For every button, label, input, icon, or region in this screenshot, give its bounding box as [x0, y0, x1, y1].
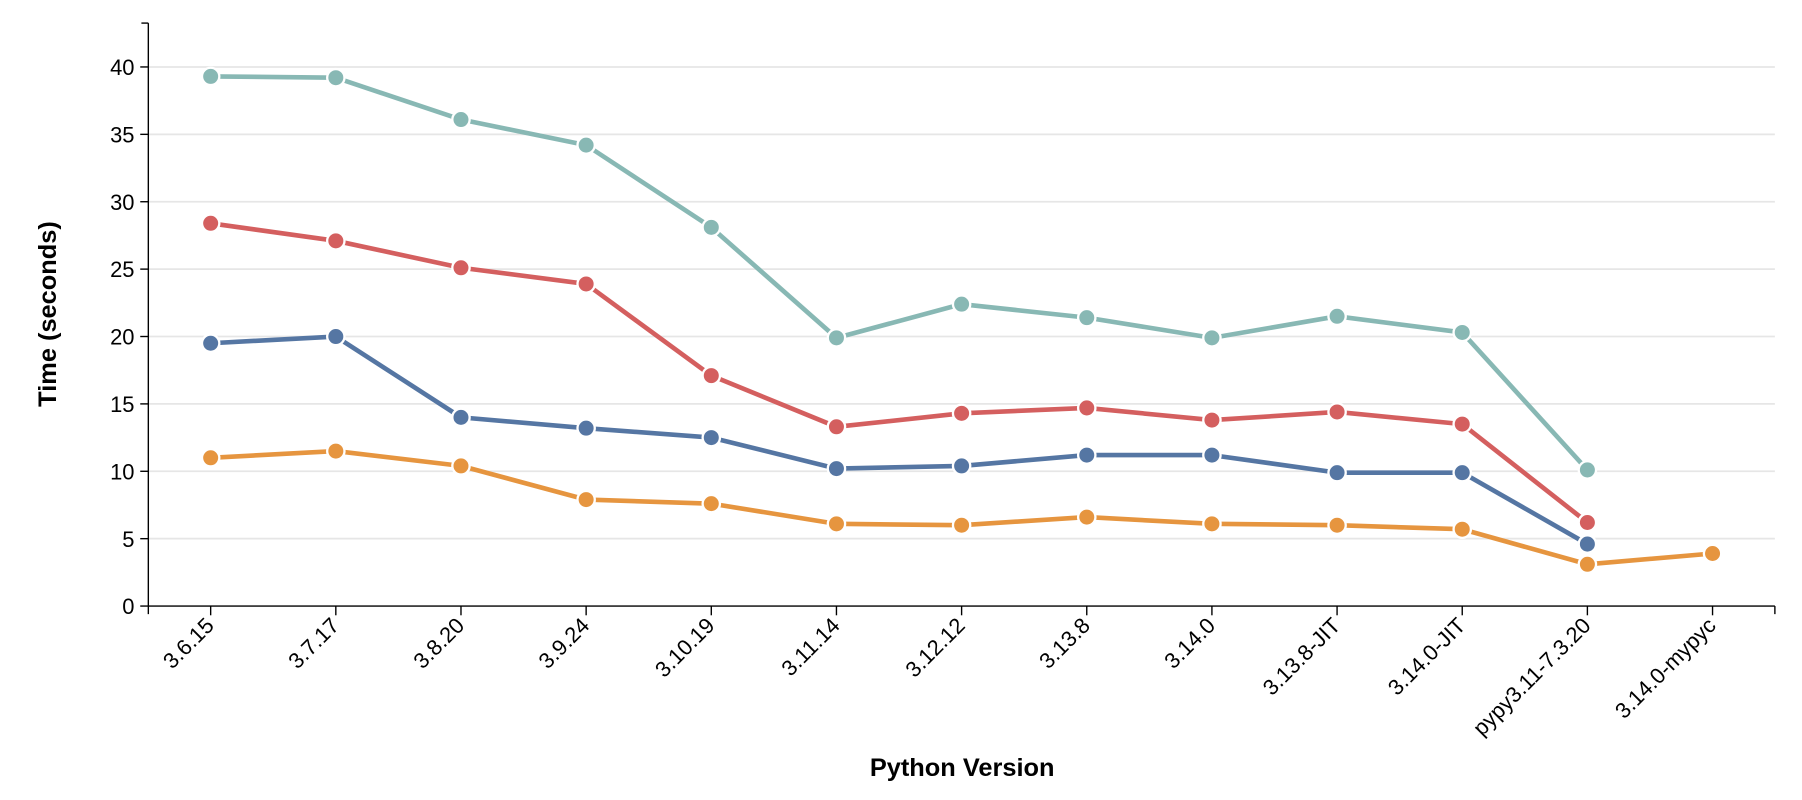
x-tick-label: 3.12.12	[900, 613, 969, 682]
data-point	[1076, 507, 1097, 527]
data-point	[451, 257, 471, 278]
data-point	[200, 333, 221, 354]
data-point	[1202, 410, 1222, 430]
data-point	[826, 514, 847, 534]
data-point	[1327, 515, 1347, 536]
data-point	[826, 416, 847, 437]
data-point	[826, 458, 847, 479]
data-point	[1452, 519, 1473, 540]
y-tick-label: 30	[110, 190, 134, 215]
series-group	[200, 66, 1723, 575]
data-point	[1452, 462, 1473, 483]
y-axis-title: Time (seconds)	[34, 221, 62, 407]
data-point	[576, 274, 596, 294]
data-point	[451, 407, 471, 428]
data-point	[1327, 462, 1347, 483]
data-point	[451, 109, 471, 130]
series-line	[210, 221, 1589, 525]
data-point	[701, 493, 722, 514]
data-point	[951, 403, 972, 424]
y-tick-label: 15	[110, 392, 134, 417]
data-point	[1577, 554, 1598, 575]
x-tick-label: 3.14.0	[1159, 613, 1220, 674]
data-point	[1202, 445, 1222, 465]
data-point	[1702, 543, 1723, 564]
series-0	[200, 66, 1598, 480]
series-2	[200, 326, 1598, 554]
series-line	[210, 334, 1589, 547]
x-tick-label: 3.14.0-JIT	[1383, 613, 1470, 700]
data-point	[1076, 445, 1097, 465]
x-tick-label: 3.10.19	[650, 613, 719, 682]
data-point	[576, 135, 596, 155]
series-3	[200, 441, 1723, 575]
y-tick-label: 0	[122, 594, 134, 619]
x-tick-label: 3.6.15	[158, 613, 219, 674]
y-tick-label: 5	[122, 527, 134, 552]
data-point	[1577, 460, 1598, 480]
y-tick-label: 10	[110, 459, 134, 484]
data-point	[701, 365, 722, 386]
x-tick-label: 3.13.8	[1034, 613, 1095, 674]
y-axis: 0 5 10 15 20 25 30 35 40	[110, 22, 150, 619]
x-tick-label: pypy3.11-7.3.20	[1468, 613, 1596, 741]
x-tick-label: 3.11.14	[776, 613, 844, 681]
data-point	[1452, 414, 1473, 434]
y-tick-label: 25	[110, 257, 134, 282]
data-point	[1327, 402, 1347, 422]
data-point	[1202, 514, 1222, 534]
data-point	[200, 213, 221, 234]
data-point	[1076, 307, 1097, 328]
y-tick-label: 35	[110, 122, 134, 147]
data-point	[200, 66, 221, 87]
data-point	[326, 231, 346, 251]
data-point	[826, 328, 847, 348]
data-point	[326, 326, 346, 347]
y-tick-label: 40	[110, 55, 134, 80]
x-tick-label: 3.14.0-mypyc	[1610, 613, 1721, 724]
data-point	[1577, 512, 1598, 533]
data-point	[701, 217, 722, 238]
data-point	[1076, 398, 1097, 418]
x-tick-label: 3.13.8-JIT	[1258, 613, 1345, 700]
series-line	[210, 74, 1590, 472]
data-point	[200, 447, 221, 468]
data-point	[951, 456, 972, 476]
data-point	[701, 427, 722, 448]
x-tick-label: 3.7.17	[283, 613, 344, 674]
data-point	[951, 294, 972, 314]
x-axis: 3.6.15 3.7.17 3.8.20 3.9.24 3.10.19 3.11.14 3.…	[147, 605, 1776, 741]
data-point	[1452, 322, 1473, 343]
x-tick-label: 3.9.24	[534, 613, 595, 674]
data-point	[1202, 328, 1222, 348]
data-point	[326, 67, 346, 88]
data-point	[326, 441, 346, 461]
data-point	[451, 456, 471, 476]
y-tick-label: 20	[110, 325, 134, 350]
series-1	[200, 213, 1598, 533]
x-axis-title: Python Version	[870, 754, 1055, 782]
data-point	[1577, 534, 1598, 554]
data-point	[951, 515, 972, 536]
x-tick-label: 3.8.20	[408, 613, 469, 674]
data-point	[576, 418, 596, 438]
data-point	[1327, 306, 1347, 327]
data-point	[576, 489, 596, 510]
